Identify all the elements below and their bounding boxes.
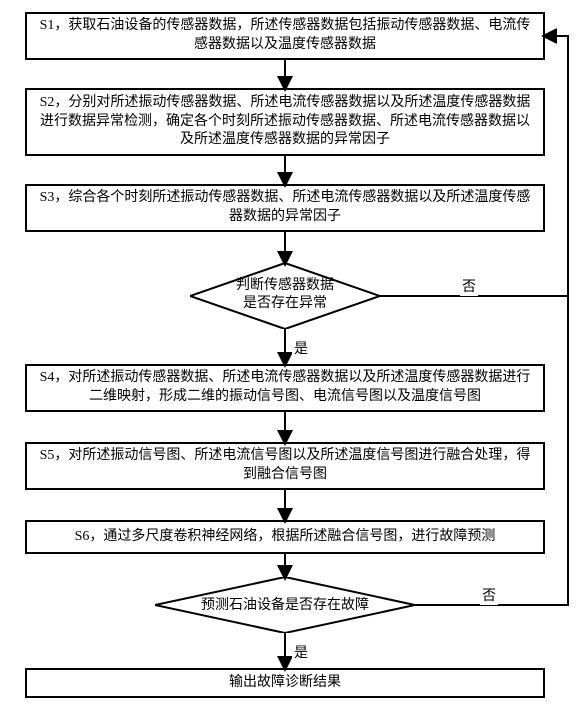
decision-d2: 预测石油设备是否存在故障 [155,577,415,633]
process-s3-text: S3，综合各个时刻所述振动传感器数据、所述电流传感器数据以及所述温度传感器数据的… [35,189,535,227]
process-s5: S5，对所述振动信号图、所述电流信号图以及所述温度信号图进行融合处理，得到融合信… [25,442,545,490]
process-s4: S4，对所述振动传感器数据、所述电流传感器数据以及所述温度传感器数据进行二维映射… [25,364,545,412]
process-s4-text: S4，对所述振动传感器数据、所述电流传感器数据以及所述温度传感器数据进行二维映射… [35,369,535,407]
label-d2-yes: 是 [292,642,310,662]
decision-d2-text: 预测石油设备是否存在故障 [155,597,415,615]
process-s5-text: S5，对所述振动信号图、所述电流信号图以及所述温度信号图进行融合处理，得到融合信… [35,447,535,485]
label-d2-no: 否 [480,585,498,605]
process-out: 输出故障诊断结果 [25,668,545,698]
process-s2-text: S2，分别对所述振动传感器数据、所述电流传感器数据以及所述温度传感器数据进行数据… [35,94,535,151]
process-out-text: 输出故障诊断结果 [229,674,341,693]
decision-d1: 判断传感器数据 是否存在异常 [190,263,380,329]
process-s6-text: S6，通过多尺度卷积神经网络，根据所述融合信号图，进行故障预测 [75,528,496,547]
decision-d1-text: 判断传感器数据 是否存在异常 [190,277,380,313]
process-s3: S3，综合各个时刻所述振动传感器数据、所述电流传感器数据以及所述温度传感器数据的… [25,184,545,232]
process-s1-text: S1，获取石油设备的传感器数据，所述传感器数据包括振动传感器数据、电流传感器数据… [35,17,535,55]
process-s2: S2，分别对所述振动传感器数据、所述电流传感器数据以及所述温度传感器数据进行数据… [25,88,545,156]
process-s1: S1，获取石油设备的传感器数据，所述传感器数据包括振动传感器数据、电流传感器数据… [25,12,545,60]
label-d1-yes: 是 [292,338,310,358]
process-s6: S6，通过多尺度卷积神经网络，根据所述融合信号图，进行故障预测 [25,520,545,554]
label-d1-no: 否 [460,276,478,296]
